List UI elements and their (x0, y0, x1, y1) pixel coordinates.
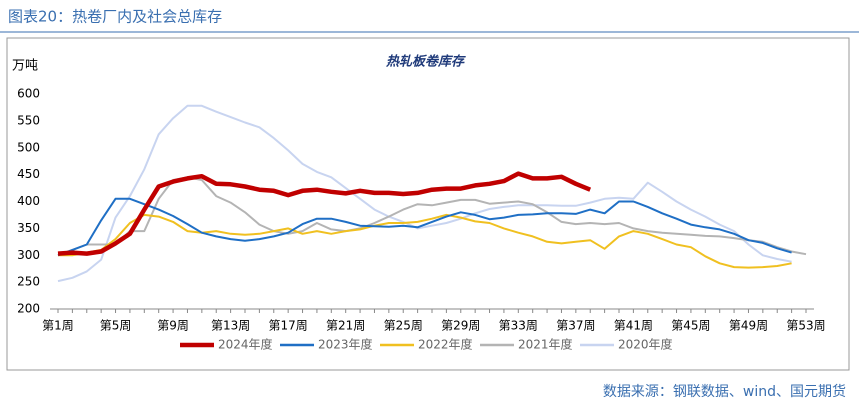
legend-label: 2020年度 (618, 337, 673, 352)
chart-title: 热轧板卷库存 (385, 54, 466, 70)
x-tick-label: 第25周 (384, 319, 423, 333)
series-line (57, 104, 792, 283)
header: 图表20：热卷厂内及社会总库存 (8, 8, 222, 26)
legend-label: 2023年度 (318, 337, 373, 352)
x-tick-label: 第45周 (671, 319, 710, 333)
legend-label: 2022年度 (418, 337, 473, 352)
x-tick-label: 第13周 (211, 319, 250, 333)
y-tick-label: 550 (17, 113, 40, 127)
x-tick-label: 第33周 (499, 319, 538, 333)
x-tick-label: 第37周 (556, 319, 595, 333)
y-tick-label: 450 (17, 167, 40, 181)
x-tick-label: 第49周 (729, 319, 768, 333)
y-tick-label: 500 (17, 140, 40, 154)
x-tick-label: 第41周 (614, 319, 653, 333)
legend-label: 2024年度 (218, 337, 273, 352)
series-line (57, 197, 792, 257)
x-tick-label: 第17周 (269, 319, 308, 333)
x-tick-label: 第5周 (100, 319, 132, 333)
x-tick-label: 第53周 (786, 319, 825, 333)
y-tick-label: 200 (17, 302, 40, 316)
series-line (58, 213, 792, 269)
source: 数据来源：钢联数据、wind、国元期货 (603, 383, 846, 400)
y-tick-label: 600 (17, 87, 40, 101)
y-tick-label: 250 (17, 275, 40, 289)
legend-label: 2021年度 (518, 337, 573, 352)
x-tick-label: 第9周 (157, 319, 189, 333)
series-line (57, 171, 592, 256)
y-tick-label: 300 (17, 248, 40, 262)
x-tick-label: 第21周 (326, 319, 365, 333)
x-tick-label: 第1周 (42, 319, 74, 333)
y-tick-label: 350 (17, 221, 40, 235)
y-tick-label: 400 (17, 194, 40, 208)
y-axis-label: 万吨 (12, 59, 38, 74)
chart-frame (6, 37, 850, 371)
plot: 200 250 300 350 400 450 500 550 600 第1周 第5周 第9周 第13周… (17, 87, 826, 352)
x-tick-label: 第29周 (441, 319, 480, 333)
